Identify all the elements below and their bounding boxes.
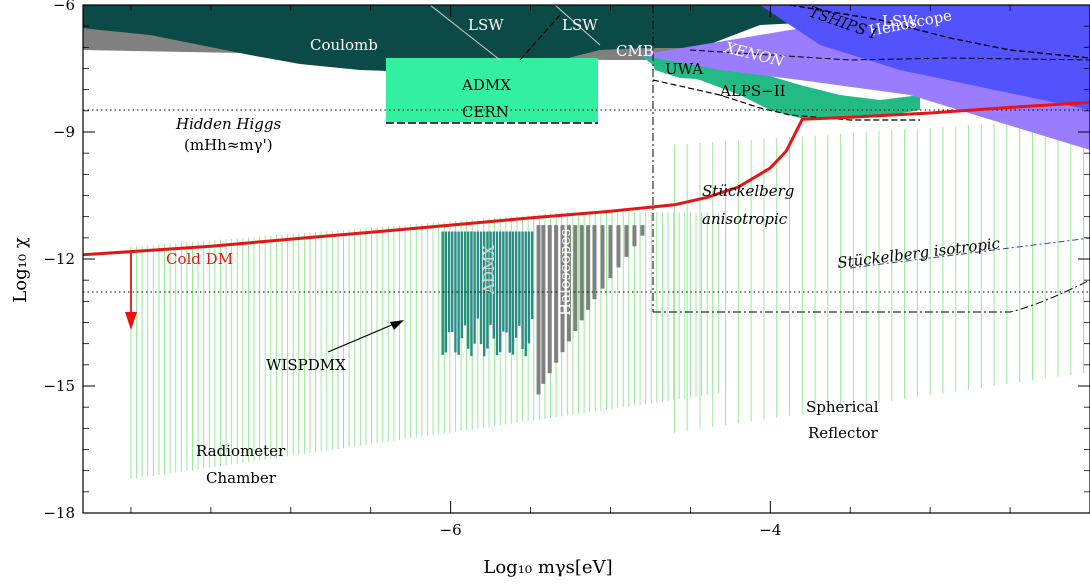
label-stueckelberg-iso: Stückelberg isotropic: [836, 234, 1001, 272]
y-tick-label: −12: [43, 250, 75, 268]
cold-dm-line: [83, 100, 1090, 257]
label-lsw-3: LSW: [882, 12, 918, 30]
label-stueckelberg-aniso-1: Stückelberg: [702, 182, 794, 200]
admx-cern-region: [386, 58, 598, 122]
lsw-dashed-1: [519, 14, 561, 61]
label-wispdmx: WISPDMX: [266, 356, 346, 374]
stueckelberg-isotropic-line: [849, 237, 1090, 269]
lsw-line-1: [429, 5, 501, 61]
label-cold-dm: Cold DM: [166, 250, 233, 268]
wispdmx-arrow-shaft: [327, 323, 395, 353]
helioscope-region: [760, 5, 1090, 110]
label-uwa: UWA: [665, 60, 703, 78]
x-axis-title: Log₁₀ mγs[eV]: [483, 557, 612, 578]
axis-ticks: [83, 4, 1090, 514]
alps-dashed-line: [652, 79, 920, 121]
label-radiometer-2: Chamber: [206, 469, 277, 487]
stueckelberg-bottom-dashdot: [653, 279, 1090, 313]
label-admx-vertical: ADMX: [480, 245, 498, 295]
y-tick-label: −15: [43, 377, 75, 395]
haloscopes-region: [536, 225, 645, 395]
label-lsw-1: LSW: [468, 16, 504, 34]
cold-dm-arrow-head: [125, 312, 137, 330]
label-spherical-1: Spherical: [806, 398, 879, 416]
label-cmb: CMB: [616, 42, 654, 60]
spherical-reflector-region: [673, 117, 1085, 433]
lsw-line-2: [554, 5, 601, 46]
x-tick-label: −6: [440, 521, 462, 539]
label-haloscopes: Haloscopes: [556, 229, 574, 316]
wispdmx-region: [441, 231, 534, 357]
label-hidden-higgs: Hidden Higgs: [175, 115, 281, 133]
label-coulomb: Coulomb: [310, 36, 378, 54]
axis-tick-labels: −6 −9 −12 −15 −18 −6 −4: [43, 0, 781, 539]
y-axis-title: Log₁₀ χ: [10, 237, 31, 302]
xenon-dashed-line: [689, 49, 1090, 61]
coulomb-region: [83, 5, 1090, 72]
plot-area: [83, 5, 1090, 480]
y-tick-label: −18: [43, 504, 75, 522]
label-admx: ADMX: [461, 76, 511, 94]
label-stueckelberg-aniso-2: anisotropic: [702, 210, 788, 228]
y-tick-label: −9: [53, 123, 75, 141]
label-cern: CERN: [462, 103, 509, 121]
y-tick-label: −6: [53, 0, 75, 14]
label-alps: ALPS−II: [719, 82, 786, 100]
x-tick-label: −4: [759, 521, 781, 539]
label-hidden-higgs-condition: (mHh≈mγ'): [184, 136, 273, 154]
label-radiometer-1: Radiometer: [196, 442, 286, 460]
wispdmx-arrow-head: [390, 320, 404, 330]
tships-dashed-line: [789, 5, 1090, 59]
label-lsw-2: LSW: [562, 16, 598, 34]
label-spherical-2: Reflector: [808, 424, 879, 442]
